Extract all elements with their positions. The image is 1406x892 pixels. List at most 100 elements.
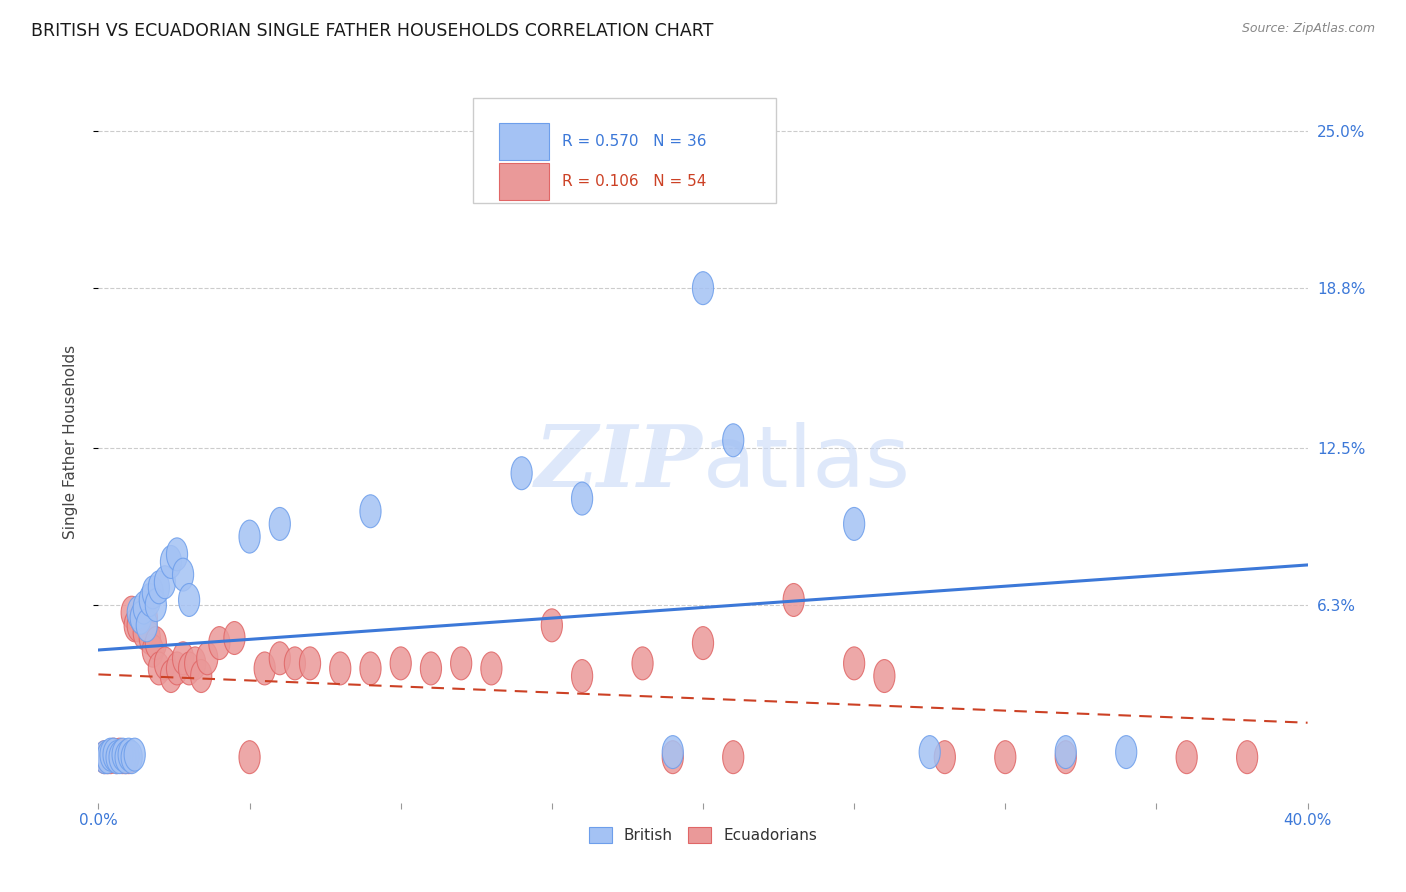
Ellipse shape [142, 634, 163, 667]
Ellipse shape [197, 642, 218, 674]
Ellipse shape [844, 647, 865, 680]
Ellipse shape [173, 642, 194, 674]
Ellipse shape [134, 616, 155, 649]
Ellipse shape [662, 740, 683, 773]
FancyBboxPatch shape [474, 98, 776, 203]
Ellipse shape [481, 652, 502, 685]
Ellipse shape [124, 739, 145, 771]
Ellipse shape [100, 740, 121, 773]
Legend: British, Ecuadorians: British, Ecuadorians [582, 822, 824, 849]
Ellipse shape [97, 740, 118, 773]
Ellipse shape [166, 538, 187, 571]
Ellipse shape [1175, 740, 1198, 773]
Ellipse shape [920, 736, 941, 769]
Ellipse shape [631, 647, 654, 680]
Ellipse shape [131, 601, 152, 634]
Ellipse shape [115, 740, 136, 773]
Ellipse shape [1054, 740, 1077, 773]
Ellipse shape [994, 740, 1017, 773]
Ellipse shape [1115, 736, 1137, 769]
Ellipse shape [692, 272, 714, 305]
Ellipse shape [166, 652, 187, 685]
Ellipse shape [541, 609, 562, 642]
Ellipse shape [148, 652, 170, 685]
Ellipse shape [142, 576, 163, 609]
Ellipse shape [299, 647, 321, 680]
Ellipse shape [94, 740, 115, 773]
Ellipse shape [136, 601, 157, 634]
Ellipse shape [873, 659, 896, 692]
Ellipse shape [110, 739, 131, 771]
Ellipse shape [662, 736, 683, 769]
Ellipse shape [692, 626, 714, 659]
Ellipse shape [208, 626, 231, 659]
Ellipse shape [723, 740, 744, 773]
Ellipse shape [148, 571, 170, 604]
Ellipse shape [94, 740, 115, 773]
Ellipse shape [145, 626, 166, 659]
Ellipse shape [360, 495, 381, 528]
FancyBboxPatch shape [499, 123, 550, 161]
Ellipse shape [118, 739, 139, 771]
Text: R = 0.106   N = 54: R = 0.106 N = 54 [561, 174, 706, 189]
Ellipse shape [118, 740, 139, 773]
Ellipse shape [139, 583, 160, 616]
Ellipse shape [284, 647, 305, 680]
Ellipse shape [269, 642, 291, 674]
Ellipse shape [105, 740, 127, 773]
Ellipse shape [115, 740, 136, 773]
Ellipse shape [97, 740, 118, 773]
Ellipse shape [571, 659, 593, 692]
Ellipse shape [389, 647, 412, 680]
Ellipse shape [139, 622, 160, 655]
Ellipse shape [179, 583, 200, 616]
Ellipse shape [173, 558, 194, 591]
Ellipse shape [103, 739, 124, 771]
Ellipse shape [1236, 740, 1258, 773]
FancyBboxPatch shape [499, 162, 550, 200]
Ellipse shape [112, 740, 134, 773]
Ellipse shape [145, 589, 166, 622]
Ellipse shape [184, 647, 205, 680]
Ellipse shape [110, 740, 131, 773]
Ellipse shape [239, 520, 260, 553]
Text: atlas: atlas [703, 422, 911, 505]
Ellipse shape [112, 739, 134, 771]
Ellipse shape [329, 652, 352, 685]
Ellipse shape [100, 739, 121, 771]
Ellipse shape [420, 652, 441, 685]
Ellipse shape [103, 739, 124, 771]
Ellipse shape [191, 659, 212, 692]
Ellipse shape [934, 740, 956, 773]
Ellipse shape [131, 601, 152, 634]
Text: R = 0.570   N = 36: R = 0.570 N = 36 [561, 134, 706, 149]
Ellipse shape [269, 508, 291, 541]
Ellipse shape [124, 609, 145, 642]
Ellipse shape [450, 647, 472, 680]
Ellipse shape [723, 424, 744, 457]
Ellipse shape [160, 659, 181, 692]
Ellipse shape [134, 591, 155, 624]
Ellipse shape [121, 596, 142, 629]
Ellipse shape [239, 740, 260, 773]
Text: BRITISH VS ECUADORIAN SINGLE FATHER HOUSEHOLDS CORRELATION CHART: BRITISH VS ECUADORIAN SINGLE FATHER HOUS… [31, 22, 713, 40]
Ellipse shape [783, 583, 804, 616]
Ellipse shape [136, 609, 157, 642]
Ellipse shape [360, 652, 381, 685]
Ellipse shape [571, 482, 593, 515]
Ellipse shape [179, 652, 200, 685]
Ellipse shape [844, 508, 865, 541]
Ellipse shape [1054, 736, 1077, 769]
Ellipse shape [510, 457, 533, 490]
Ellipse shape [224, 622, 245, 655]
Ellipse shape [254, 652, 276, 685]
Ellipse shape [121, 740, 142, 773]
Ellipse shape [127, 609, 148, 642]
Ellipse shape [155, 647, 176, 680]
Ellipse shape [155, 566, 176, 599]
Y-axis label: Single Father Households: Single Father Households [63, 344, 77, 539]
Ellipse shape [127, 596, 148, 629]
Ellipse shape [105, 740, 127, 773]
Text: Source: ZipAtlas.com: Source: ZipAtlas.com [1241, 22, 1375, 36]
Text: ZIP: ZIP [536, 421, 703, 505]
